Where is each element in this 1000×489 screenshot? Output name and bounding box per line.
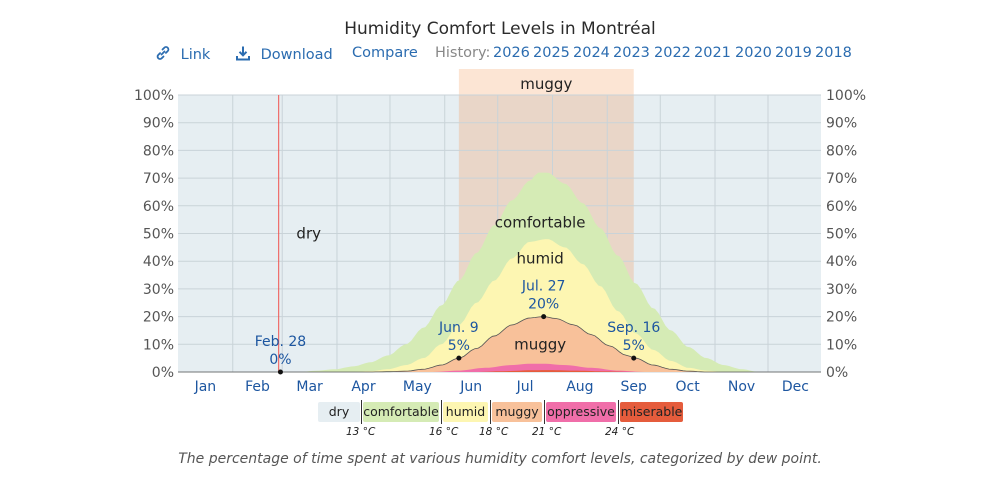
history-year-2025[interactable]: 2025: [533, 45, 570, 61]
annotation-value: 5%: [448, 338, 470, 354]
compare-button[interactable]: Compare: [352, 45, 418, 61]
y-tick-label-right: 40%: [826, 254, 857, 270]
chart-caption: The percentage of time spent at various …: [178, 451, 822, 467]
annotation-date: Feb. 28: [255, 334, 307, 350]
legend-threshold: 18 °C: [479, 426, 509, 438]
y-tick-label-right: 0%: [826, 365, 848, 381]
y-tick-label-left: 10%: [143, 337, 174, 353]
legend-chip-comfortable: comfortable: [363, 402, 439, 422]
history-year-2020[interactable]: 2020: [735, 45, 772, 61]
band-label-humid: humid: [516, 249, 563, 267]
download-button[interactable]: Download: [235, 45, 333, 63]
legend-threshold: 21 °C: [532, 426, 562, 438]
y-tick-label-right: 50%: [826, 227, 857, 243]
annotation-value: 0%: [269, 352, 291, 368]
download-label: Download: [260, 47, 333, 63]
history-label: History:: [435, 45, 491, 61]
y-tick-label-right: 100%: [826, 88, 866, 104]
y-tick-label-right: 30%: [826, 282, 857, 298]
band-label-dry: dry: [296, 225, 321, 243]
history-year-2024[interactable]: 2024: [573, 45, 610, 61]
area-humid: [178, 239, 821, 372]
history-year-2026[interactable]: 2026: [493, 45, 530, 61]
annotation-date: Sep. 16: [607, 320, 660, 336]
legend-threshold: 16 °C: [429, 426, 459, 438]
legend-threshold: 13 °C: [346, 426, 376, 438]
area-oppressive: [178, 363, 821, 372]
y-tick-label-left: 40%: [143, 254, 174, 270]
y-tick-label-left: 60%: [143, 199, 174, 215]
y-tick-label-left: 100%: [134, 88, 174, 104]
area-comfortable: [178, 172, 821, 372]
history-year-2022[interactable]: 2022: [654, 45, 691, 61]
legend-chip-dry: dry: [318, 402, 360, 422]
x-month-label: May: [403, 379, 432, 395]
y-tick-label-right: 90%: [826, 116, 857, 132]
y-tick-label-left: 30%: [143, 282, 174, 298]
area-muggy: [178, 316, 821, 372]
annotation-value: 20%: [528, 297, 559, 313]
annotation-date: Jul. 27: [521, 279, 566, 295]
legend-divider: [618, 400, 619, 424]
x-month-label: Dec: [782, 379, 809, 395]
legend-chip-miserable: miserable: [620, 402, 683, 422]
legend-chip-muggy: muggy: [492, 402, 542, 422]
annotation-point: [631, 355, 637, 361]
x-month-label: Nov: [728, 379, 755, 395]
legend-threshold: 24 °C: [605, 426, 635, 438]
legend-chip-oppressive: oppressive: [546, 402, 616, 422]
legend-chip-humid: humid: [443, 402, 488, 422]
y-tick-label-left: 80%: [143, 143, 174, 159]
y-tick-label-left: 20%: [143, 310, 174, 326]
history-year-2023[interactable]: 2023: [613, 45, 650, 61]
legend-divider: [490, 400, 491, 424]
annotation-value: 5%: [623, 338, 645, 354]
download-icon: [236, 46, 250, 61]
legend-divider: [544, 400, 545, 424]
x-month-label: Aug: [566, 379, 593, 395]
history-year-2019[interactable]: 2019: [775, 45, 812, 61]
y-tick-label-left: 90%: [143, 116, 174, 132]
y-tick-label-right: 80%: [826, 143, 857, 159]
y-tick-label-left: 70%: [143, 171, 174, 187]
band-label-muggy: muggy: [514, 335, 566, 353]
toolbar: Link Download Compare History: 2026 2025…: [0, 45, 1000, 67]
annotation-date: Jun. 9: [438, 320, 479, 336]
y-tick-label-right: 10%: [826, 337, 857, 353]
chart-title: Humidity Comfort Levels in Montréal: [344, 19, 656, 39]
muggy-season-label: muggy: [520, 75, 572, 93]
y-tick-label-left: 0%: [152, 365, 174, 381]
y-tick-label-left: 50%: [143, 227, 174, 243]
history-year-2018[interactable]: 2018: [815, 45, 852, 61]
muggy-boundary-line: [178, 316, 821, 373]
x-month-label: Sep: [621, 379, 648, 395]
link-icon: [156, 46, 170, 60]
history-year-2021[interactable]: 2021: [694, 45, 731, 61]
y-tick-label-right: 20%: [826, 310, 857, 326]
x-month-label: Jul: [516, 379, 534, 395]
humidity-chart: Feb. 28 0% Jun. 9 5% Jul. 27 20% Sep. 16 5% 0% 0%…: [134, 69, 866, 395]
x-month-label: Oct: [676, 379, 701, 395]
link-button[interactable]: Link: [155, 45, 210, 63]
x-month-label: Apr: [351, 379, 375, 395]
y-tick-label-right: 60%: [826, 199, 857, 215]
y-tick-label-right: 70%: [826, 171, 857, 187]
legend-divider: [441, 400, 442, 424]
x-month-label: Jun: [459, 379, 482, 395]
annotation-point: [541, 314, 547, 320]
x-month-label: Mar: [296, 379, 323, 395]
area-miserable: [178, 370, 821, 372]
band-label-comfortable: comfortable: [495, 213, 586, 231]
annotation-point: [456, 355, 462, 361]
legend-divider: [361, 400, 362, 424]
annotation-point: [277, 369, 283, 375]
x-month-label: Feb: [245, 379, 270, 395]
x-month-label: Jan: [194, 379, 217, 395]
link-label: Link: [180, 47, 211, 63]
